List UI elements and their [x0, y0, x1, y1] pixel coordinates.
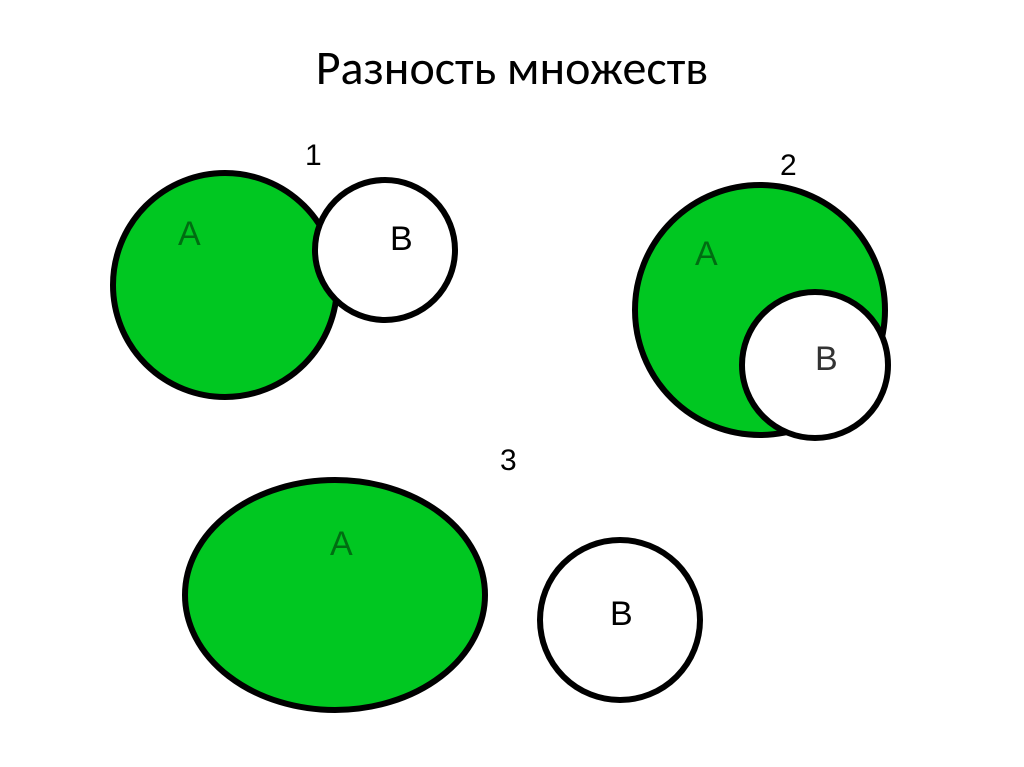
- page-root: Разность множеств 1 A B: [0, 0, 1024, 767]
- d3-label-b: B: [610, 595, 633, 633]
- diagram-3-svg: 3 A B: [0, 0, 1024, 767]
- d3-number: 3: [500, 444, 517, 477]
- d3-label-a: A: [330, 525, 353, 563]
